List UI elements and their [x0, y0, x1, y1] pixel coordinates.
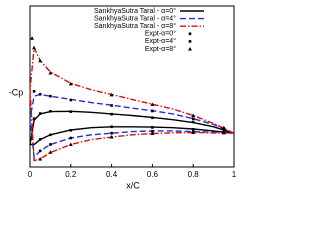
marker [48, 70, 53, 75]
marker [32, 117, 36, 120]
y-axis-label: -Cp [9, 87, 24, 97]
x-tick-label: 0.8 [188, 170, 200, 179]
marker [38, 149, 42, 153]
legend-label: Expt-α=8° [145, 45, 176, 53]
marker [110, 104, 113, 107]
marker [110, 125, 113, 129]
marker [69, 110, 73, 113]
marker [38, 92, 42, 96]
marker [191, 117, 195, 120]
marker [151, 129, 154, 133]
marker [151, 126, 154, 129]
line [29, 45, 235, 162]
legend-marker [188, 47, 192, 51]
marker [191, 113, 196, 117]
marker [68, 142, 73, 146]
marker [30, 36, 35, 40]
marker [151, 109, 154, 113]
chart: x/C -Cp 0 0.2 0.4 0.6 0.8 1 SankhyaSutra Taral… [9, 5, 237, 190]
marker [38, 156, 43, 161]
marker [191, 130, 196, 135]
marker [49, 94, 52, 98]
x-tick-label: 0.6 [147, 170, 159, 179]
x-tick-label: 1 [232, 170, 237, 179]
marker [222, 128, 226, 132]
marker [151, 116, 154, 120]
x-tick-label: 0.2 [65, 170, 77, 179]
marker [109, 92, 114, 97]
legend-label: Expt-α=4° [145, 37, 176, 45]
legend-marker [188, 40, 192, 43]
marker [38, 138, 42, 141]
legend-label: SankhyaSutra Taral - α=4° [94, 14, 176, 22]
marker [38, 112, 42, 115]
marker [110, 131, 113, 135]
marker [49, 109, 52, 113]
legend-label: SankhyaSutra Taral - α=0° [94, 7, 176, 15]
marker [150, 102, 155, 107]
x-tick-label: 0 [28, 170, 33, 179]
marker [32, 90, 36, 93]
x-tick-label: 0.4 [106, 170, 118, 179]
line [29, 93, 235, 159]
marker [32, 45, 37, 50]
x-axis-label: x/C [126, 180, 140, 190]
marker [109, 135, 114, 139]
marker [38, 58, 43, 63]
marker [68, 81, 73, 86]
marker [49, 133, 52, 137]
marker [69, 98, 73, 102]
marker [221, 125, 226, 130]
marker [49, 143, 52, 146]
marker [69, 128, 73, 132]
legend-marker [188, 32, 192, 36]
marker [69, 136, 73, 140]
line [29, 110, 235, 146]
legend-label: SankhyaSutra Taral - α=8° [94, 22, 176, 30]
marker [221, 130, 226, 135]
marker [191, 120, 195, 124]
marker [191, 128, 195, 131]
legend-label: Expt-α=0° [145, 30, 176, 38]
marker [48, 150, 53, 154]
marker [110, 112, 113, 116]
marker [150, 131, 155, 136]
plot-frame [29, 5, 235, 168]
